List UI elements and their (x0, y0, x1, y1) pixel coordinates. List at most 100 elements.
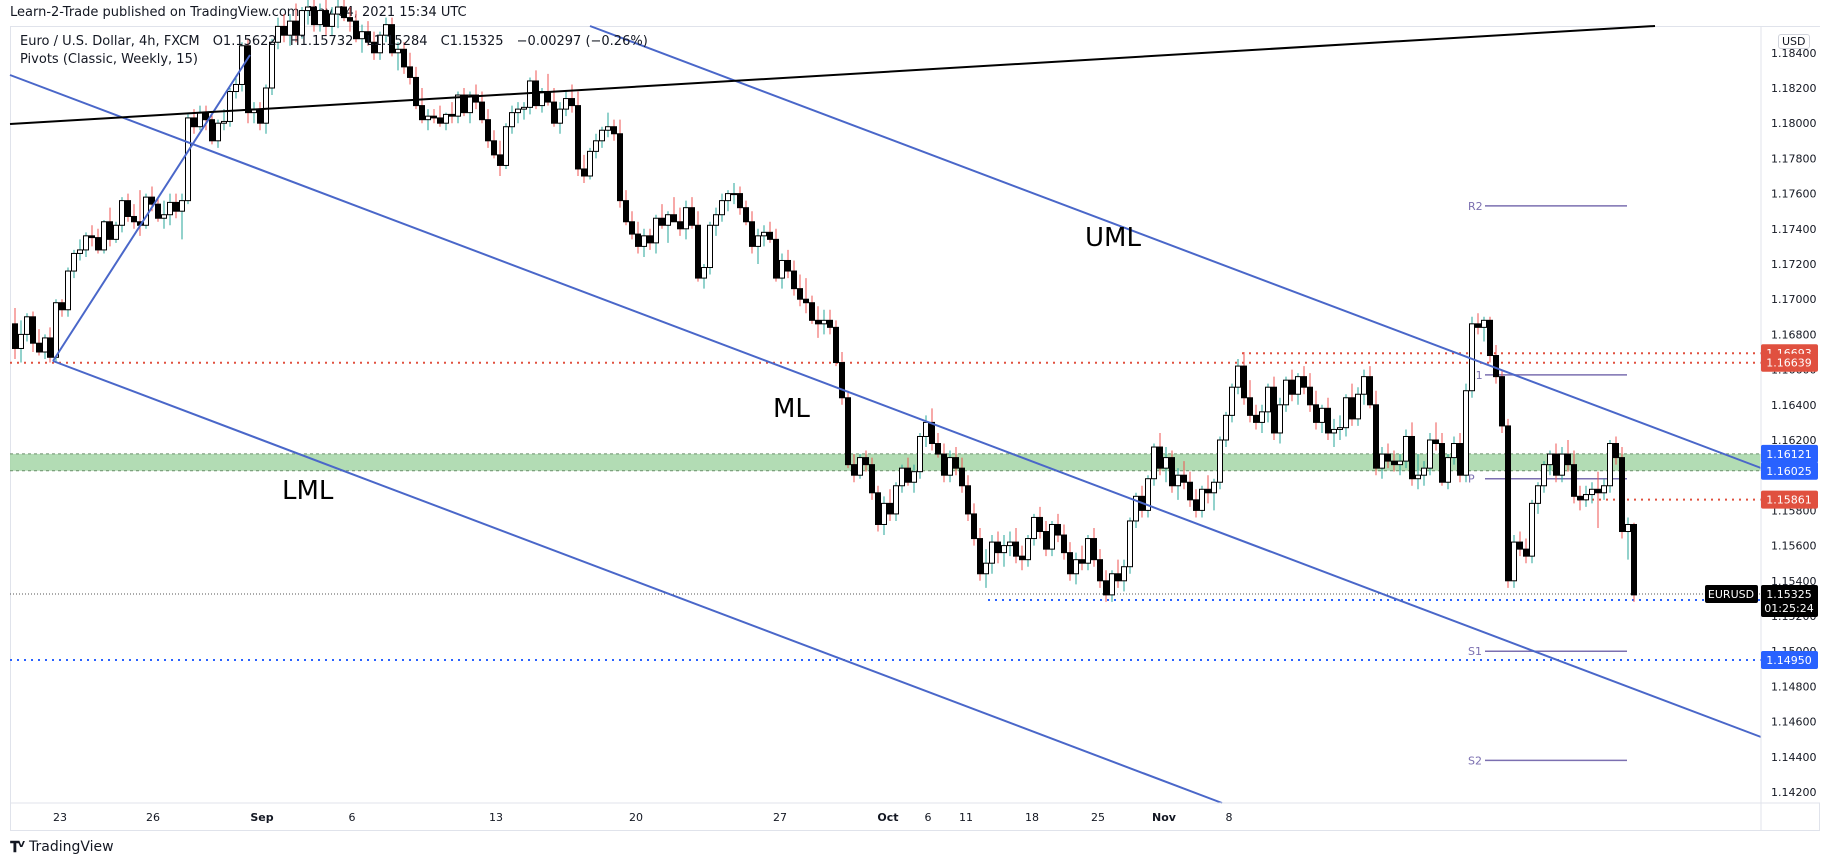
candle-body (1223, 414, 1229, 441)
candle-body (413, 76, 419, 107)
price-label-text: 1.16121 (1766, 448, 1812, 461)
candle (1007, 531, 1013, 557)
candle-body (1493, 355, 1499, 378)
brand-name: TradingView (28, 839, 114, 855)
candle (947, 450, 953, 483)
candle (905, 457, 911, 486)
black-trendline[interactable] (9, 25, 1656, 125)
candle (1571, 450, 1577, 504)
candle-body (119, 200, 125, 226)
candle-body (1499, 376, 1505, 427)
candle (1601, 478, 1607, 500)
candle-body (1301, 376, 1307, 388)
candle-body (1403, 435, 1409, 462)
candle-body (449, 113, 455, 117)
candle-body (1127, 520, 1133, 568)
drawing-lines[interactable] (9, 25, 1762, 804)
candle (1283, 376, 1289, 412)
candle (833, 320, 839, 367)
candle-body (371, 41, 377, 54)
candle-body (317, 10, 323, 26)
pivots-indicator-label[interactable]: Pivots (Classic, Weekly, 15) (20, 52, 198, 67)
candle (1211, 478, 1217, 511)
candle-body (293, 20, 299, 36)
candle (1391, 450, 1397, 472)
candle (587, 147, 593, 180)
candle-body (42, 337, 48, 353)
price-tick-label: 1.15400 (1771, 575, 1817, 588)
candle (1355, 387, 1361, 426)
lower-median-line[interactable] (52, 360, 1223, 804)
candle (1427, 432, 1433, 476)
candle-body (1091, 538, 1097, 561)
candle (503, 123, 509, 169)
candle-body (911, 471, 917, 483)
candle-body (809, 302, 815, 321)
ohlc-row: Euro / U.S. Dollar, 4h, FXCM O1.15622 H1… (20, 33, 657, 51)
candle (1349, 383, 1355, 426)
currency-badge[interactable]: USD (1778, 34, 1810, 49)
candle-body (125, 200, 131, 217)
candle-body (737, 193, 743, 209)
candle (1397, 454, 1403, 476)
candle (1241, 352, 1247, 405)
candle-body (557, 108, 563, 124)
upper-median-line[interactable] (589, 25, 1762, 469)
pivot-label-s2: S2 (1468, 754, 1482, 767)
candle (941, 443, 947, 483)
candle (1115, 559, 1121, 588)
candle (1445, 454, 1451, 490)
candle-body (665, 214, 671, 226)
candle (1547, 450, 1553, 476)
symbol-title[interactable]: Euro / U.S. Dollar, 4h, FXCM (20, 34, 200, 49)
candle-body (65, 270, 71, 311)
candle (1097, 549, 1103, 588)
candle-body (599, 129, 605, 142)
candle-body (1547, 453, 1553, 466)
candle (647, 228, 653, 250)
candle (1439, 432, 1445, 486)
candle (671, 197, 677, 223)
candle (1559, 447, 1565, 483)
candle (1433, 422, 1439, 451)
candle-body (437, 117, 443, 124)
candle-body (887, 502, 893, 515)
candle-body (1013, 541, 1019, 557)
candle (329, 7, 335, 36)
candle-body (1571, 464, 1577, 497)
candle-body (59, 302, 65, 311)
median-line[interactable] (9, 74, 1762, 738)
price-axis[interactable]: 1.18400 1.18200 1.18000 1.17800 1.17600 1.174… (1760, 27, 1820, 831)
candle (881, 496, 887, 536)
price-tick-label: 1.16400 (1771, 399, 1817, 412)
candle (1277, 397, 1283, 444)
candle (773, 228, 779, 282)
candle (36, 329, 42, 356)
symbol-badge-text: EURUSD (1708, 588, 1754, 601)
candle (1253, 404, 1259, 430)
candle (545, 73, 551, 106)
candle-body (1163, 457, 1169, 469)
candle-body (545, 91, 551, 103)
pitchfork-handle[interactable] (52, 54, 251, 362)
candle-body (1625, 523, 1631, 533)
candle (887, 489, 893, 521)
candle-body (593, 140, 599, 152)
candle-body (647, 235, 653, 244)
candle (1223, 411, 1229, 448)
candle-body (497, 154, 503, 166)
candle (1583, 485, 1589, 507)
candle (12, 308, 18, 360)
candle-body (767, 231, 773, 240)
time-axis[interactable]: 23 26 Sep 6 13 20 27 Oct 6 11 18 25 Nov 8 (10, 802, 1820, 824)
tradingview-brand[interactable]: 𝐓ⱽ TradingView (10, 838, 114, 856)
candle (95, 228, 101, 254)
candle-body (1157, 446, 1163, 469)
candle (827, 309, 833, 335)
candle-body (893, 485, 899, 515)
candle (1589, 482, 1595, 504)
candle (359, 24, 365, 53)
candle (89, 225, 95, 247)
candle-body (1367, 376, 1373, 406)
